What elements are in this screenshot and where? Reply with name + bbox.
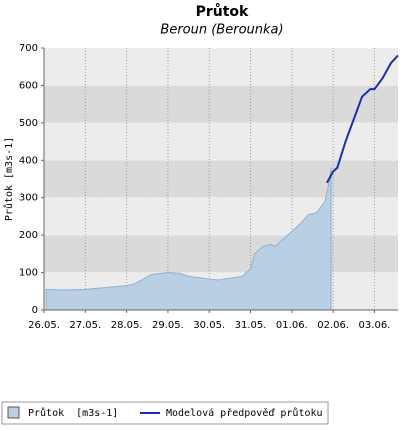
y-tick-label: 300	[19, 193, 38, 204]
forecast-line	[326, 54, 399, 184]
chart-subtitle: Beroun (Berounka)	[160, 23, 283, 38]
x-tick-label: 01.06.	[276, 320, 308, 331]
x-tick-label: 03.06.	[359, 320, 391, 331]
y-tick-label: 600	[19, 80, 38, 91]
y-tick-label: 0	[32, 305, 38, 316]
x-tick-label: 28.05.	[111, 320, 143, 331]
x-tick-label: 26.05.	[28, 320, 60, 331]
chart-title: Průtok	[196, 3, 249, 20]
x-tick-label: 29.05.	[152, 320, 184, 331]
y-axis-label: Průtok [m3s-1]	[3, 137, 15, 221]
flow-area	[45, 167, 332, 311]
grid-band	[44, 235, 398, 273]
y-tick-label: 500	[19, 118, 38, 129]
y-tick-label: 700	[19, 43, 38, 54]
legend-label: Modelová předpověď průtoku	[166, 407, 323, 419]
y-tick-label: 200	[19, 230, 38, 241]
x-tick-label: 30.05.	[193, 320, 225, 331]
x-tick-label: 31.05.	[235, 320, 267, 331]
legend-label: Průtok [m3s-1]	[28, 407, 118, 419]
legend	[1, 401, 329, 425]
grid-band	[44, 85, 398, 123]
grid-band	[44, 160, 398, 198]
x-tick-label: 02.06.	[317, 320, 349, 331]
y-tick-label: 400	[19, 155, 38, 166]
legend-swatch	[7, 406, 20, 419]
y-tick-label: 100	[19, 268, 38, 279]
x-tick-label: 27.05.	[69, 320, 101, 331]
